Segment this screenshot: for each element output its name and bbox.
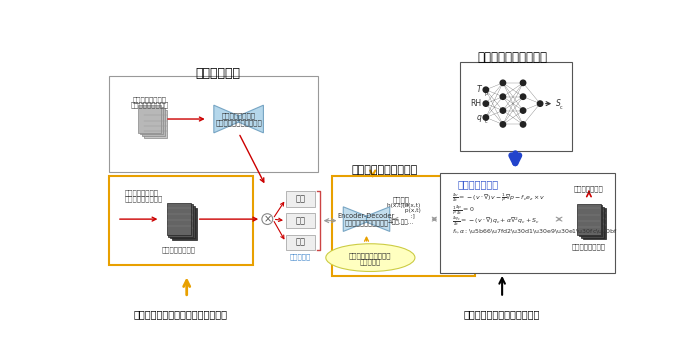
FancyBboxPatch shape <box>286 234 315 250</box>
FancyBboxPatch shape <box>583 208 606 239</box>
FancyBboxPatch shape <box>138 105 161 133</box>
Ellipse shape <box>326 244 415 272</box>
Text: 可視及び赤外画像: 可視及び赤外画像 <box>132 96 167 102</box>
Text: 潜在変数: 潜在変数 <box>393 196 410 203</box>
Circle shape <box>500 108 505 113</box>
Text: h(x,t) =: h(x,t) = <box>387 203 410 208</box>
Text: p: p <box>484 91 487 96</box>
FancyBboxPatch shape <box>581 207 604 238</box>
FancyBboxPatch shape <box>440 173 615 273</box>
Text: 気圧場・風速場の推定: 気圧場・風速場の推定 <box>351 165 417 175</box>
Text: （ディープラーニング）: （ディープラーニング） <box>344 220 388 226</box>
Polygon shape <box>239 105 263 133</box>
Text: ×: × <box>263 214 272 224</box>
Circle shape <box>520 80 526 86</box>
Text: c: c <box>484 119 487 124</box>
Text: （最新の衛星観測）: （最新の衛星観測） <box>125 195 163 202</box>
Text: 大気力学に関する潜在: 大気力学に関する潜在 <box>349 252 391 259</box>
Circle shape <box>538 101 542 106</box>
Text: 雲の生成・消滅の計算: 雲の生成・消滅の計算 <box>477 51 547 64</box>
Text: （ディープラーニング）: （ディープラーニング） <box>216 119 262 126</box>
Text: →風速,気圧...: →風速,気圧... <box>387 220 414 225</box>
Text: 雲力学の方程式: 雲力学の方程式 <box>458 179 499 189</box>
FancyBboxPatch shape <box>578 204 601 234</box>
FancyBboxPatch shape <box>140 107 163 134</box>
FancyBboxPatch shape <box>286 213 315 228</box>
FancyBboxPatch shape <box>459 62 572 151</box>
Text: 日射量（予測）: 日射量（予測） <box>574 185 604 192</box>
Text: c: c <box>559 105 562 110</box>
Text: 邉直層分離: 邉直層分離 <box>290 254 312 260</box>
Text: T: T <box>477 85 481 94</box>
FancyBboxPatch shape <box>169 204 193 237</box>
Text: （最新の衛星観測）: （最新の衛星観測） <box>130 101 169 108</box>
Text: 次の時刻の日射量の予測計算: 次の時刻の日射量の予測計算 <box>464 309 540 319</box>
Circle shape <box>520 108 526 113</box>
Polygon shape <box>343 207 367 232</box>
Text: $f_c,\alpha$: \u5b66\u7fd2\u30d1\u30e9\u30e1\u30fc\u30bf: $f_c,\alpha$: \u5b66\u7fd2\u30d1\u30e9\u… <box>452 227 617 236</box>
FancyBboxPatch shape <box>170 206 195 238</box>
Text: 気象衛星画像を用いた日射量の推定: 気象衛星画像を用いた日射量の推定 <box>134 309 228 319</box>
Text: 可視及び赤外画像: 可視及び赤外画像 <box>125 190 159 196</box>
Text: 邉直層の分離: 邉直層の分離 <box>195 67 240 79</box>
FancyBboxPatch shape <box>172 208 197 240</box>
Polygon shape <box>214 105 239 133</box>
FancyBboxPatch shape <box>332 176 475 276</box>
FancyBboxPatch shape <box>167 203 191 235</box>
Text: 邉直層分離モデル: 邉直層分離モデル <box>222 113 256 119</box>
Text: $\frac{\partial v}{\partial t}=-(v\cdot\nabla)v-\frac{1}{\rho}\nabla p-f_c e_z\t: $\frac{\partial v}{\partial t}=-(v\cdot\… <box>452 191 545 204</box>
Text: S: S <box>556 99 561 108</box>
FancyBboxPatch shape <box>109 76 319 172</box>
FancyBboxPatch shape <box>579 205 603 236</box>
Text: $\frac{\partial q_c}{\partial t}=-(v\cdot\nabla)q_c+\alpha\nabla^2 q_c+S_c$: $\frac{\partial q_c}{\partial t}=-(v\cdo… <box>452 215 540 228</box>
Text: q: q <box>476 113 481 122</box>
Text: RH: RH <box>470 99 481 108</box>
Text: 雲の厚さ（予測）: 雲の厚さ（予測） <box>572 244 606 250</box>
FancyBboxPatch shape <box>141 108 165 136</box>
Text: Encoder-Decoder: Encoder-Decoder <box>338 213 395 219</box>
Text: 下層: 下層 <box>295 238 306 247</box>
FancyBboxPatch shape <box>144 110 167 138</box>
Text: :]: :] <box>403 214 415 219</box>
Circle shape <box>500 80 505 86</box>
Circle shape <box>500 122 505 127</box>
FancyBboxPatch shape <box>286 191 315 207</box>
Text: 雲の厚さ（推定）: 雲の厚さ（推定） <box>162 247 196 253</box>
FancyBboxPatch shape <box>109 176 253 265</box>
Circle shape <box>483 87 489 93</box>
Text: 上層: 上層 <box>295 195 306 204</box>
Circle shape <box>483 115 489 120</box>
Circle shape <box>262 214 273 224</box>
Text: $\frac{1}{\rho}\frac{\partial p}{\partial t}=0$: $\frac{1}{\rho}\frac{\partial p}{\partia… <box>452 204 475 217</box>
Text: 中層: 中層 <box>295 216 306 225</box>
Circle shape <box>500 94 505 99</box>
Circle shape <box>520 94 526 99</box>
Circle shape <box>483 101 489 106</box>
Text: p(x,t): p(x,t) <box>403 208 421 213</box>
Polygon shape <box>367 207 390 232</box>
Circle shape <box>520 122 526 127</box>
Text: 変数を推定: 変数を推定 <box>360 258 381 265</box>
Text: [u(x,t): [u(x,t) <box>403 203 421 208</box>
